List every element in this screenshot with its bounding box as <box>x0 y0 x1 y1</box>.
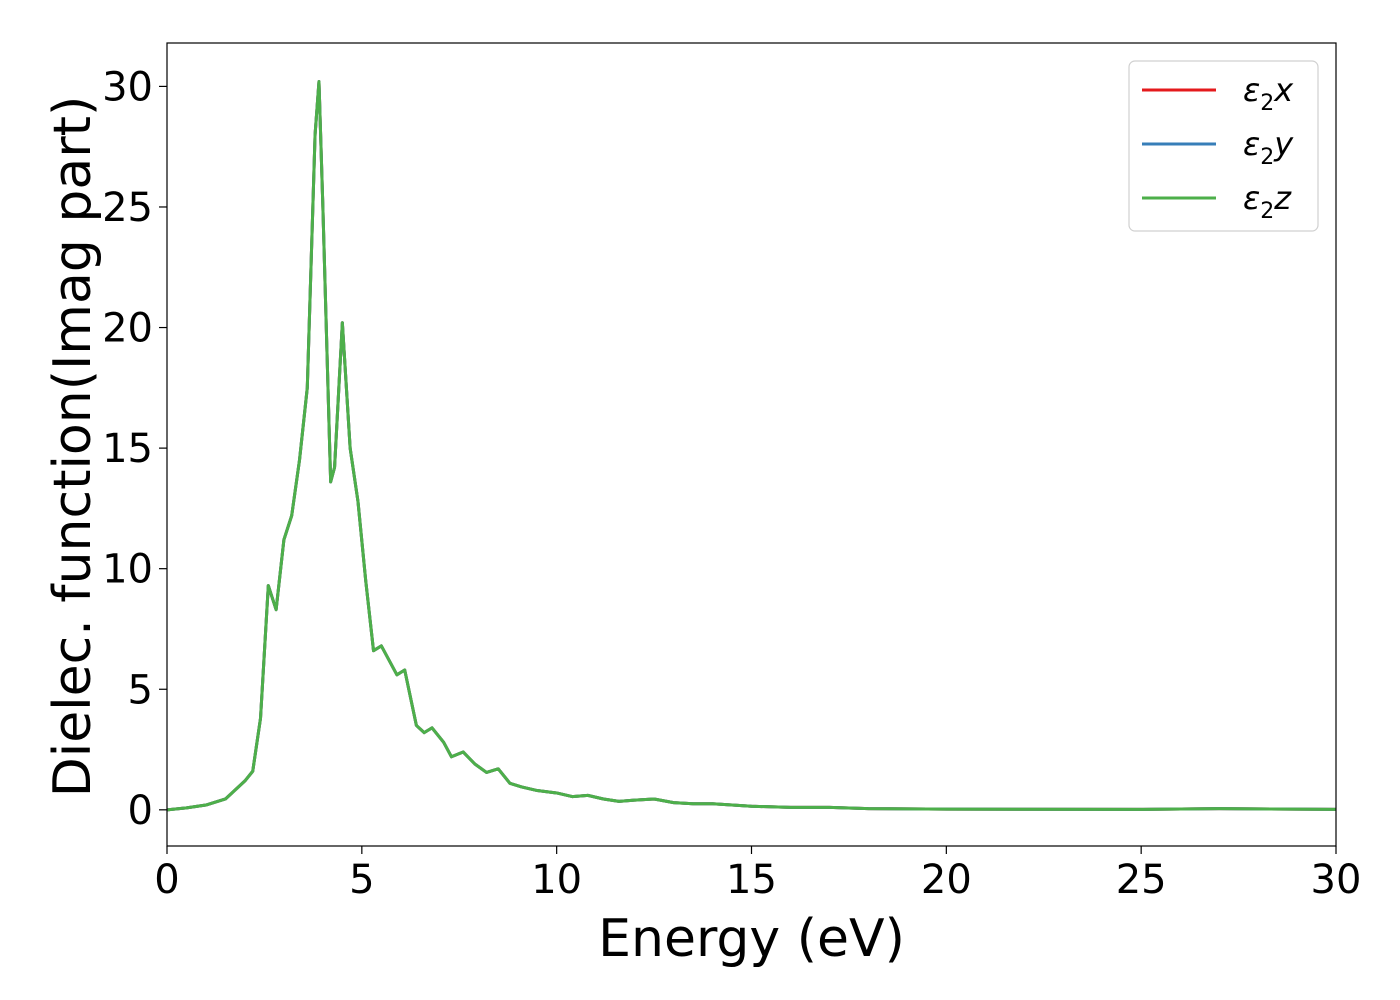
y-tick-label: 25 <box>102 185 153 231</box>
legend-label-x: ε2x <box>1243 71 1294 116</box>
y-tick-label: 10 <box>102 547 153 593</box>
y-tick-label: 15 <box>102 426 153 472</box>
series-layer <box>166 80 1337 812</box>
legend: ε2x ε2y ε2z <box>1128 60 1319 232</box>
x-tick-label: 5 <box>349 857 374 903</box>
legend-label-z: ε2z <box>1243 179 1292 224</box>
series-line-z <box>166 80 1337 812</box>
y-tick-label: 0 <box>128 788 153 834</box>
y-axis-label: Dielec. function(Imag part) <box>43 96 103 798</box>
x-tick-label: 15 <box>726 857 777 903</box>
x-tick-label: 25 <box>1116 857 1167 903</box>
x-tick-label: 0 <box>154 857 179 903</box>
y-tick-label: 5 <box>128 667 153 713</box>
x-axis-ticks: 0 5 10 15 20 25 30 <box>154 846 1361 903</box>
x-tick-label: 20 <box>921 857 972 903</box>
x-axis-label: Energy (eV) <box>598 909 905 969</box>
y-tick-label: 20 <box>102 306 153 352</box>
y-axis-ticks: 0 5 10 15 20 25 30 <box>102 64 167 834</box>
x-tick-label: 30 <box>1311 857 1362 903</box>
y-tick-label: 30 <box>102 64 153 110</box>
x-tick-label: 10 <box>531 857 582 903</box>
legend-label-y: ε2y <box>1243 125 1294 170</box>
legend-box <box>1128 60 1319 232</box>
